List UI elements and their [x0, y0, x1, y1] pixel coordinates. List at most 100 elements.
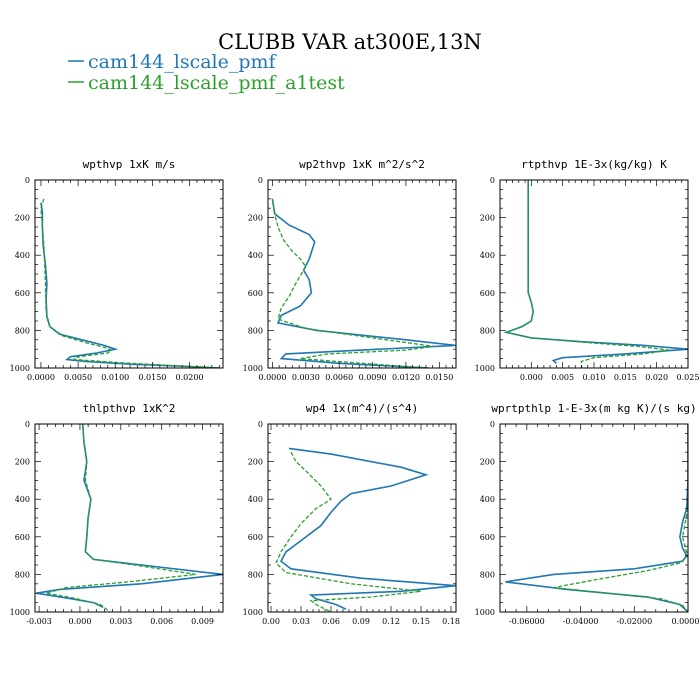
panel-title: wp4 1x(m^4)/(s^4) — [306, 402, 419, 415]
x-tick-label: 0.009 — [191, 617, 214, 626]
y-tick-label: 600 — [248, 289, 263, 298]
panel-6: wprtpthlp 1-E-3x(m kg K)/(s kg) 0 200 400 60… — [475, 402, 700, 626]
y-tick-label: 200 — [15, 214, 30, 223]
y-tick-label: 0 — [490, 420, 495, 429]
x-tick-label: 0.06 — [322, 617, 340, 626]
plot-frame — [267, 179, 457, 369]
y-tick-label: 0 — [25, 420, 30, 429]
x-tick-label: 0.025 — [677, 373, 700, 382]
x-tick-label: 0.003 — [109, 617, 132, 626]
x-tick-label: 0.010 — [583, 373, 606, 382]
y-tick-label: 600 — [480, 533, 495, 542]
panel-title: rtpthvp 1E-3x(kg/kg) K — [521, 158, 667, 171]
plot-frame — [34, 423, 224, 613]
y-tick-label: 400 — [480, 495, 495, 504]
y-tick-label: 800 — [15, 570, 30, 579]
series-line-pmf — [505, 424, 688, 612]
y-tick-label: 200 — [480, 458, 495, 467]
y-tick-label: 600 — [480, 289, 495, 298]
series-line-a1test — [45, 424, 196, 612]
y-tick-label: 400 — [248, 251, 263, 260]
x-tick-label: 0.00 — [262, 617, 280, 626]
panel-3: rtpthvp 1E-3x(kg/kg) K 0 200 400 600 800 1000 0… — [475, 158, 700, 382]
y-tick-label: 0 — [25, 176, 30, 185]
y-tick-label: 600 — [15, 533, 30, 542]
y-tick-label: 1000 — [243, 608, 263, 617]
y-tick-label: 1000 — [475, 608, 495, 617]
y-tick-label: 0 — [490, 176, 495, 185]
x-tick-label: 0.18 — [442, 617, 460, 626]
panel-title: thlpthvp 1xK^2 — [83, 402, 176, 415]
y-tick-label: 200 — [248, 214, 263, 223]
y-tick-label: 0 — [258, 176, 263, 185]
x-tick-label: 0.0000 — [27, 373, 55, 382]
plot-frame — [499, 423, 689, 613]
x-tick-label: 0.0050 — [64, 373, 92, 382]
series-line-pmf — [40, 202, 220, 368]
x-tick-label: 0.03 — [292, 617, 310, 626]
y-tick-label: 800 — [248, 570, 263, 579]
x-tick-label: 0.0100 — [101, 373, 129, 382]
x-tick-label: 0.006 — [150, 617, 173, 626]
y-tick-label: 600 — [248, 533, 263, 542]
y-tick-label: 1000 — [10, 364, 30, 373]
panel-title: wprtpthlp 1-E-3x(m kg K)/(s kg) — [491, 402, 696, 415]
series-line-a1test — [271, 198, 434, 368]
y-tick-label: 1000 — [10, 608, 30, 617]
x-tick-label: 0.09 — [352, 617, 370, 626]
x-tick-label: -0.003 — [26, 617, 52, 626]
y-tick-label: 0 — [258, 420, 263, 429]
panel-title: wpthvp 1xK m/s — [83, 158, 176, 171]
x-tick-label: 0.020 — [645, 373, 668, 382]
y-tick-label: 400 — [15, 495, 30, 504]
x-tick-label: -0.06000 — [509, 617, 545, 626]
x-tick-label: 0.0150 — [425, 373, 453, 382]
legend-label-2: cam144_lscale_pmf_a1test — [88, 72, 345, 94]
series-line-pmf — [36, 424, 223, 609]
legend: cam144_lscale_pmf cam144_lscale_pmf_a1te… — [68, 51, 345, 94]
y-tick-label: 800 — [15, 326, 30, 335]
panel-title: wp2thvp 1xK m^2/s^2 — [299, 158, 425, 171]
series-line-a1test — [40, 198, 220, 368]
x-tick-label: 0.12 — [382, 617, 400, 626]
y-tick-label: 200 — [248, 458, 263, 467]
x-tick-label: 0.005 — [551, 373, 574, 382]
y-tick-label: 200 — [480, 214, 495, 223]
x-tick-label: 0.015 — [614, 373, 637, 382]
series-line-a1test — [275, 451, 422, 612]
figure-title: CLUBB VAR at300E,13N — [218, 30, 482, 54]
y-tick-label: 800 — [480, 570, 495, 579]
x-tick-label: 0.15 — [412, 617, 430, 626]
series-line-pmf — [503, 180, 688, 364]
x-tick-label: -0.02000 — [616, 617, 652, 626]
y-tick-label: 400 — [15, 251, 30, 260]
panel-4: thlpthvp 1xK^2 0 200 400 600 800 1000-0.003 0.0… — [10, 402, 224, 626]
x-tick-label: 0.0090 — [359, 373, 387, 382]
x-tick-label: 0.0030 — [292, 373, 320, 382]
x-tick-label: -0.04000 — [563, 617, 599, 626]
y-tick-label: 400 — [480, 251, 495, 260]
series-line-a1test — [553, 424, 688, 612]
x-tick-label: 0.0150 — [138, 373, 166, 382]
y-tick-label: 1000 — [475, 364, 495, 373]
x-tick-label: 0.0000 — [258, 373, 286, 382]
y-tick-label: 800 — [480, 326, 495, 335]
legend-label-1: cam144_lscale_pmf — [88, 51, 278, 73]
series-line-a1test — [503, 180, 670, 368]
x-tick-label: 0.000 — [69, 617, 92, 626]
y-tick-label: 600 — [15, 289, 30, 298]
series-line-pmf — [271, 198, 456, 368]
plot-frame — [34, 179, 224, 369]
y-tick-label: 1000 — [243, 364, 263, 373]
x-tick-label: 0.0120 — [392, 373, 420, 382]
series-line-pmf — [279, 447, 456, 610]
x-tick-label: 0.0060 — [325, 373, 353, 382]
panel-2: wp2thvp 1xK m^2/s^2020040060080010000.00… — [243, 158, 457, 382]
y-tick-label: 200 — [15, 458, 30, 467]
y-tick-label: 800 — [248, 326, 263, 335]
